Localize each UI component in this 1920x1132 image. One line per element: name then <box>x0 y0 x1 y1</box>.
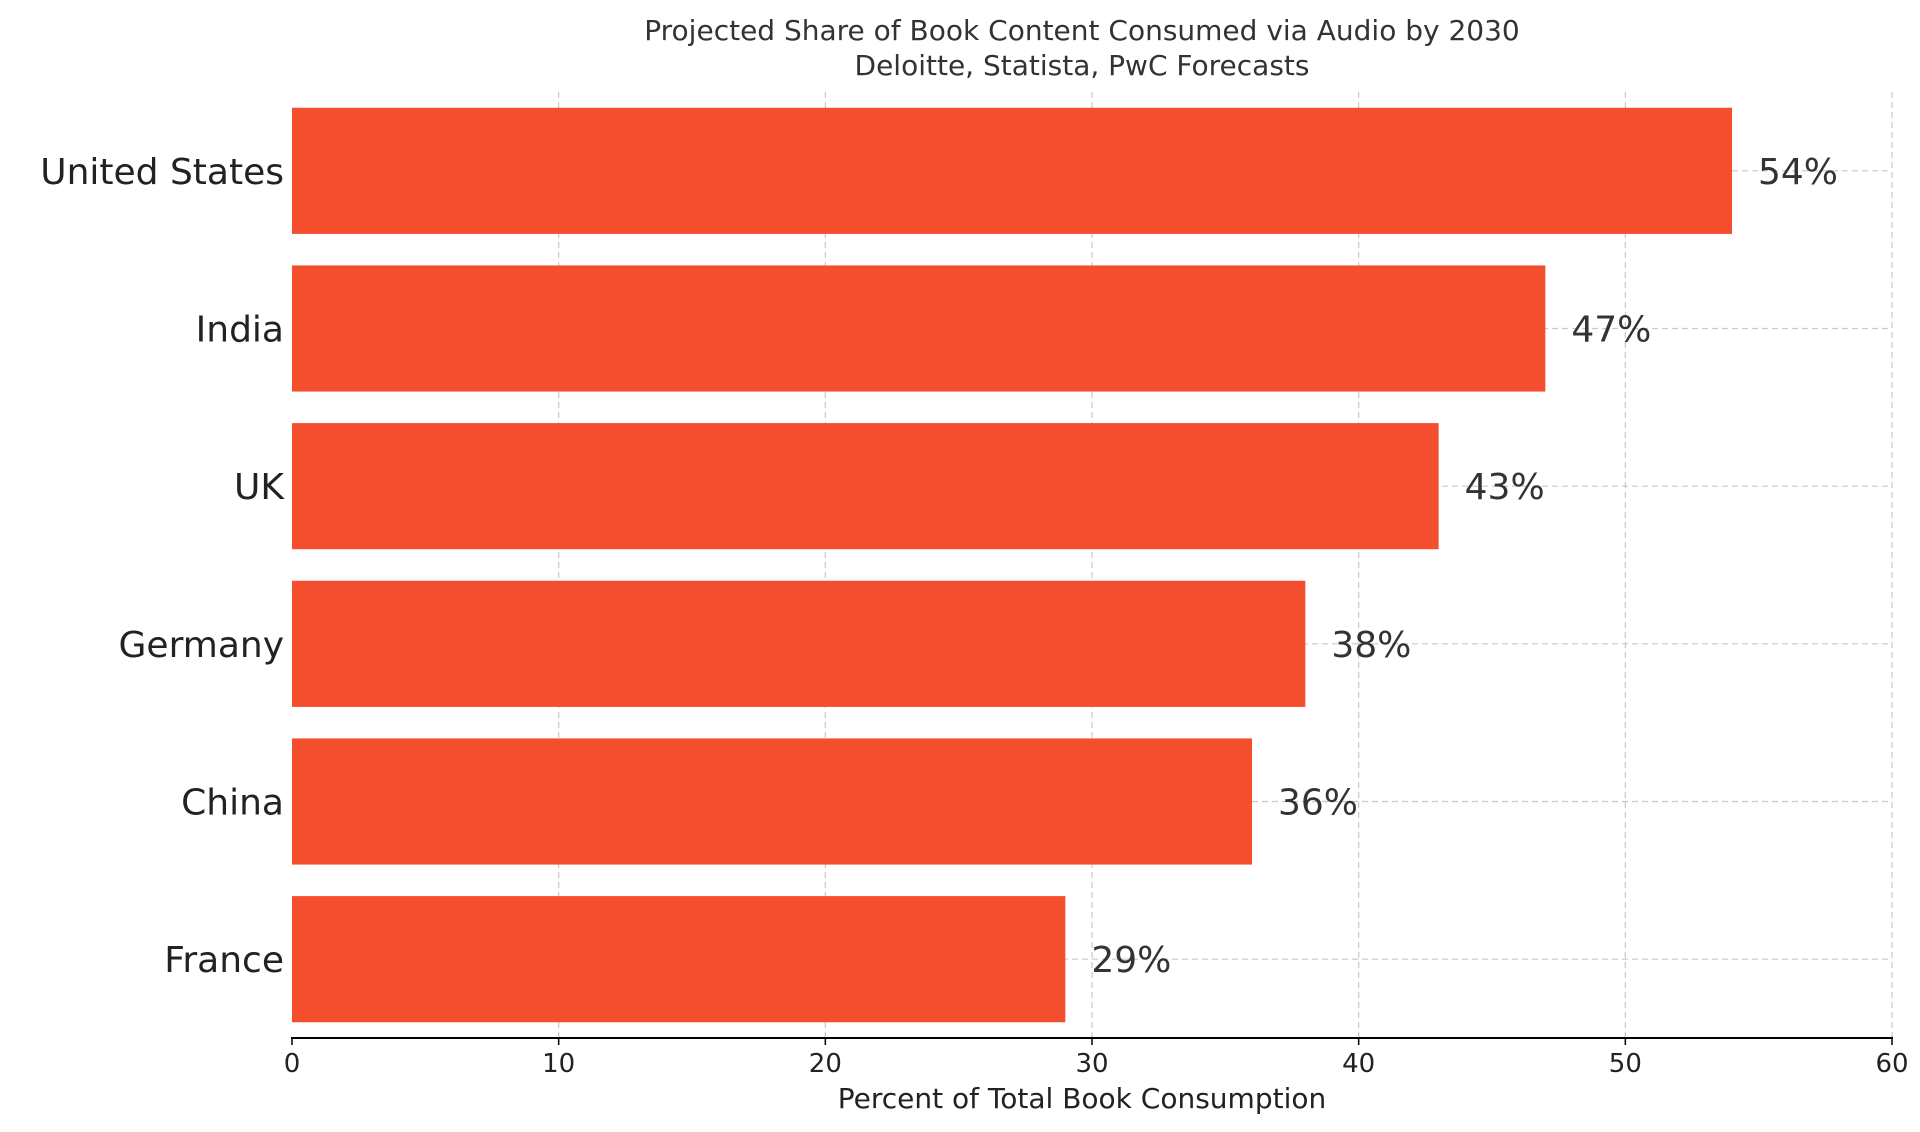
data-label: 47% <box>1571 310 1651 351</box>
x-tick-label: 60 <box>1875 1049 1908 1079</box>
category-label: Germany <box>119 625 284 666</box>
category-label: France <box>164 940 284 981</box>
bar-uk <box>292 423 1439 550</box>
data-labels-layer: 54% 47% 43% 38% 36% 29% <box>1091 152 1838 981</box>
data-label: 38% <box>1331 625 1411 666</box>
bar-china <box>292 738 1252 865</box>
category-label: India <box>196 310 284 351</box>
x-tick-label: 20 <box>809 1049 842 1079</box>
x-axis: 0 10 20 30 40 50 60 <box>284 1037 1909 1079</box>
bar-united-states <box>292 107 1732 234</box>
category-label: United States <box>40 152 284 193</box>
category-label: China <box>181 783 284 824</box>
chart-title: Projected Share of Book Content Consumed… <box>644 14 1519 47</box>
y-axis: United States India UK Germany China France <box>40 152 285 981</box>
x-tick-label: 50 <box>1609 1049 1642 1079</box>
data-label: 36% <box>1278 783 1358 824</box>
x-tick-label: 40 <box>1342 1049 1375 1079</box>
x-axis-label: Percent of Total Book Consumption <box>838 1082 1326 1115</box>
data-label: 54% <box>1758 152 1838 193</box>
data-label: 43% <box>1465 467 1545 508</box>
bar-india <box>292 265 1546 392</box>
x-tick-label: 10 <box>542 1049 575 1079</box>
bars-layer <box>292 107 1732 1023</box>
x-tick-label: 0 <box>284 1049 301 1079</box>
x-tick-label: 30 <box>1075 1049 1108 1079</box>
bar-france <box>292 896 1066 1023</box>
chart-subtitle: Deloitte, Statista, PwC Forecasts <box>855 49 1310 82</box>
category-label: UK <box>234 467 285 508</box>
data-label: 29% <box>1091 940 1171 981</box>
bar-germany <box>292 580 1306 707</box>
